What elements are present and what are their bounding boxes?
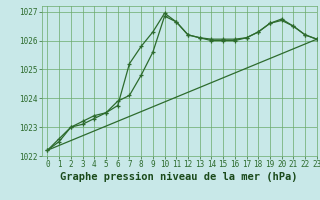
X-axis label: Graphe pression niveau de la mer (hPa): Graphe pression niveau de la mer (hPa) — [60, 172, 298, 182]
